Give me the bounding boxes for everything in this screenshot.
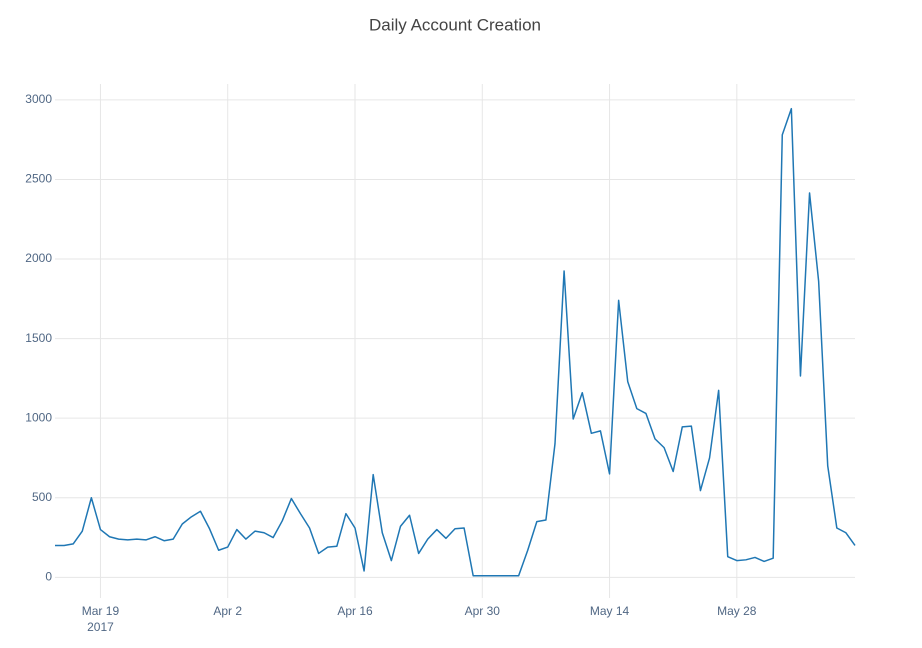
- x-tick-label: May 28: [717, 604, 757, 618]
- y-tick-label: 2500: [25, 172, 52, 186]
- y-tick-label: 3000: [25, 92, 52, 106]
- y-tick-label: 1000: [25, 410, 52, 424]
- grid: [55, 84, 855, 598]
- y-tick-label: 2000: [25, 251, 52, 265]
- x-tick-label: May 14: [590, 604, 630, 618]
- chart-title: Daily Account Creation: [369, 15, 541, 34]
- line-series: [55, 107, 856, 577]
- x-year-label: 2017: [87, 620, 114, 634]
- x-tick-label: Apr 30: [465, 604, 501, 618]
- x-tick-label: Mar 19: [82, 604, 120, 618]
- x-tick-label: Apr 16: [337, 604, 373, 618]
- x-tick-label: Apr 2: [213, 604, 242, 618]
- y-tick-label: 1500: [25, 331, 52, 345]
- y-tick-label: 500: [32, 490, 52, 504]
- y-tick-label: 0: [45, 569, 52, 583]
